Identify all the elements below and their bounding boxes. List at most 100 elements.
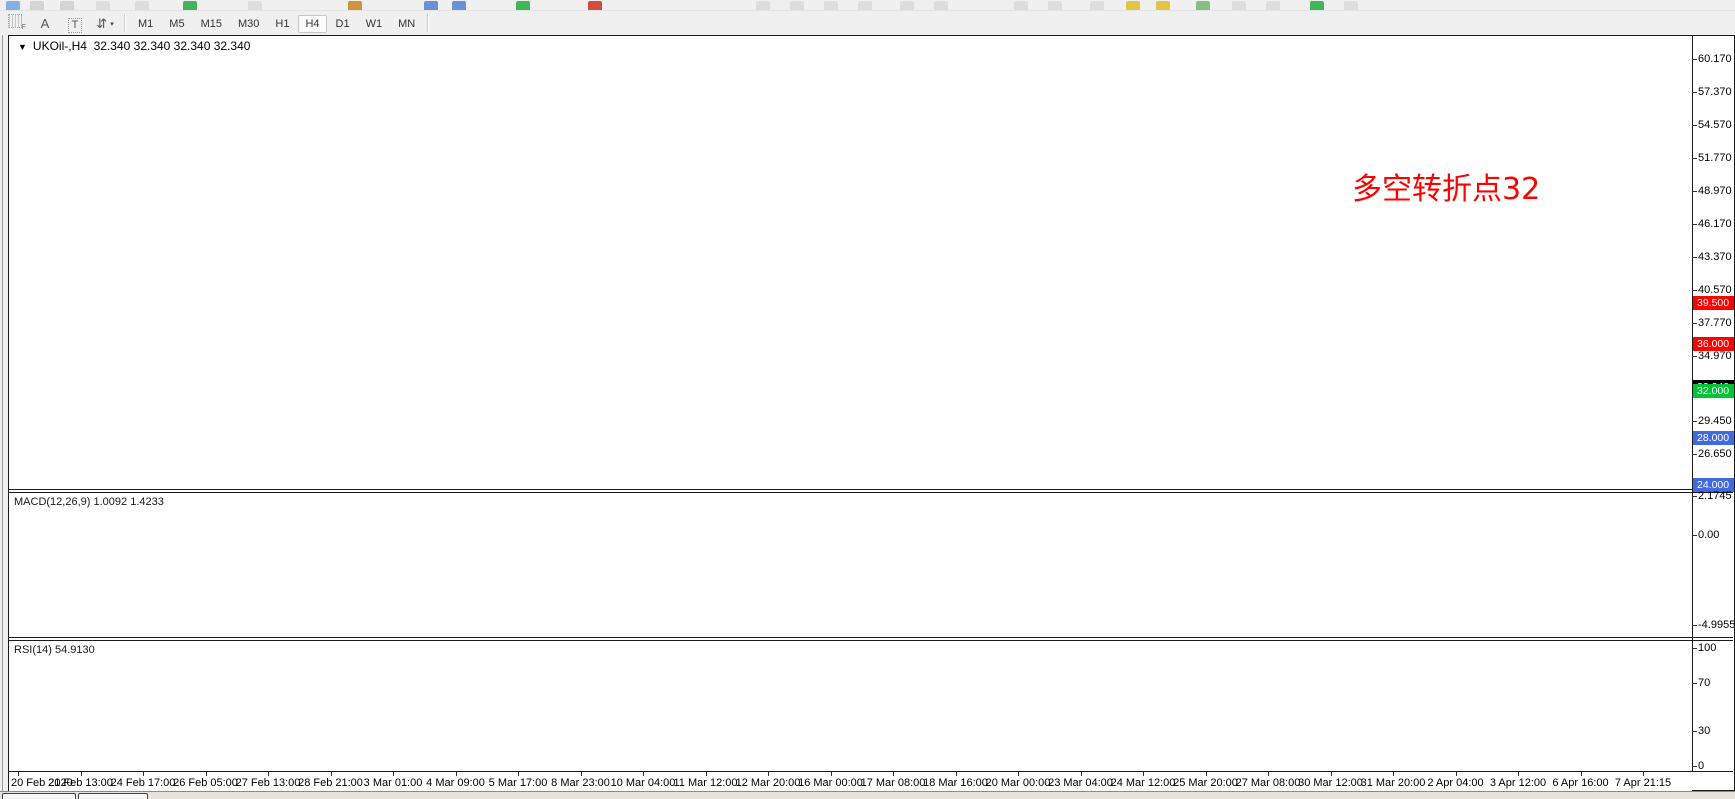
time-tick-label: 24 Mar 12:00 — [1110, 777, 1176, 789]
chart-tab[interactable] — [2, 793, 76, 799]
price-tick-label: 60.170 — [1698, 53, 1732, 65]
toolbar-icon-fragment[interactable] — [858, 1, 872, 10]
toolbar-icon-fragment[interactable] — [900, 1, 914, 10]
time-tick-mark — [518, 772, 519, 776]
toolbar-icon-fragment[interactable] — [756, 1, 770, 10]
toolbar-icon-fragment[interactable] — [1156, 1, 1170, 10]
toolbar-icon-fragment[interactable] — [790, 1, 804, 10]
panel-splitter[interactable] — [9, 640, 1733, 641]
toolbar-icon-fragment[interactable] — [424, 1, 438, 10]
toolbar-row-main: F A T ⇵ ▾ M1 M5 M15 M30 H1 H4 D1 W1 MN — [0, 11, 1735, 35]
tf-button-m5[interactable]: M5 — [169, 17, 185, 30]
tf-button-w1[interactable]: W1 — [365, 17, 383, 30]
toolbar-icon-fragment[interactable] — [60, 1, 74, 10]
time-tick-label: 5 Mar 17:00 — [488, 777, 548, 789]
rsi-tick-mark — [1692, 683, 1697, 685]
toolbar-icon-fragment[interactable] — [96, 1, 110, 10]
time-tick-mark — [1518, 772, 1519, 776]
snap-grid-icon[interactable]: F — [2, 10, 28, 32]
price-tick-label: 37.770 — [1698, 316, 1732, 329]
toolbar-icon-fragment[interactable] — [1048, 1, 1062, 10]
panel-splitter[interactable] — [9, 637, 1733, 638]
time-tick-label: 7 Apr 21:15 — [1614, 777, 1672, 789]
macd-tick-mark — [1692, 624, 1697, 626]
window-edge — [2, 35, 3, 791]
toolbar-icon-fragment[interactable] — [6, 1, 20, 10]
time-tick-mark — [1455, 772, 1457, 776]
time-tick-label: 4 Mar 09:00 — [426, 777, 485, 789]
price-tick-mark — [1692, 322, 1697, 324]
toolbar-icon-fragment[interactable] — [516, 1, 530, 10]
toolbar-icon-fragment[interactable] — [348, 1, 362, 10]
panel-splitter[interactable] — [9, 489, 1733, 490]
toolbar-icon-fragment[interactable] — [934, 1, 948, 10]
time-tick-label: 21 Feb 13:00 — [48, 777, 113, 789]
time-tick-mark — [643, 772, 644, 776]
macd-tick-label: 2.1745 — [1698, 489, 1732, 502]
price-tick-mark — [1692, 190, 1697, 192]
level-price-box: 39.500 — [1693, 295, 1734, 310]
macd-tick-label: 0.00 — [1698, 529, 1720, 541]
rsi-tick-mark — [1692, 730, 1697, 732]
price-tick-label: 54.570 — [1698, 118, 1732, 131]
time-tick-mark — [1580, 772, 1582, 776]
time-tick-label: 12 Mar 20:00 — [735, 777, 801, 789]
time-tick-mark — [205, 772, 207, 776]
time-tick-label: 23 Mar 04:00 — [1048, 777, 1113, 789]
macd-signal-value: 1.4233 — [130, 496, 164, 508]
rsi-tick-mark — [1692, 648, 1697, 649]
toolbar-icon-fragment[interactable] — [1344, 1, 1358, 10]
price-chart-canvas[interactable] — [9, 36, 1692, 771]
time-tick-label: 18 Mar 16:00 — [923, 777, 988, 789]
chart-tabs-bar — [0, 791, 1735, 799]
macd-main-value: 1.0092 — [93, 496, 128, 508]
time-scale[interactable]: 20 Feb 2020 21 Feb 13:00 24 Feb 17:00 26 Fe… — [9, 772, 1692, 791]
drawing-tools-group: F A T ⇵ ▾ — [0, 10, 120, 37]
rsi-tick-mark — [1692, 766, 1697, 767]
price-tick-label: 57.370 — [1698, 85, 1732, 98]
level-price-box: 32.000 — [1693, 384, 1734, 398]
toolbar-icon-fragment[interactable] — [135, 1, 149, 10]
toolbar-icon-fragment[interactable] — [452, 1, 466, 10]
toolbar-icon-fragment[interactable] — [1232, 1, 1246, 10]
toolbar-icon-fragment[interactable] — [1014, 1, 1028, 10]
time-tick-mark — [1143, 772, 1144, 776]
chart-tab[interactable] — [78, 793, 148, 799]
toolbar-icon-fragment[interactable] — [1090, 1, 1104, 10]
tf-button-m1[interactable]: M1 — [138, 17, 154, 30]
tf-button-d1[interactable]: D1 — [335, 17, 350, 30]
tf-button-mn[interactable]: MN — [398, 17, 416, 30]
text-box-icon[interactable]: T — [62, 14, 88, 36]
toolbar-icon-fragment[interactable] — [1196, 1, 1210, 10]
tf-button-m15[interactable]: M15 — [200, 17, 222, 30]
time-tick-label: 8 Mar 23:00 — [551, 777, 610, 789]
level-price-box: 28.000 — [1693, 431, 1734, 446]
toolbar-icon-fragment[interactable] — [183, 1, 197, 10]
tf-button-h1[interactable]: H1 — [275, 17, 290, 30]
macd-tick-mark — [1692, 495, 1697, 497]
tf-button-h4[interactable]: H4 — [298, 14, 327, 33]
price-tick-label: 51.770 — [1698, 151, 1732, 164]
toolbar-icon-fragment[interactable] — [1126, 1, 1140, 10]
toolbar-icon-fragment[interactable] — [1310, 1, 1324, 10]
toolbar-icon-fragment[interactable] — [588, 1, 602, 10]
toolbar-icon-fragment[interactable] — [824, 1, 838, 10]
toolbar-icon-fragment[interactable] — [1266, 1, 1280, 10]
price-tick-label: 26.650 — [1698, 448, 1732, 461]
time-tick-label: 11 Mar 12:00 — [673, 777, 738, 789]
symbol-dropdown-icon[interactable]: ▼ — [18, 42, 27, 52]
toolbar-icon-fragment[interactable] — [248, 1, 262, 10]
time-tick-mark — [455, 772, 457, 776]
time-tick-label: 25 Mar 20:00 — [1173, 777, 1238, 789]
text-label-icon[interactable]: A — [40, 15, 50, 31]
panel-splitter[interactable] — [9, 492, 1733, 493]
tf-button-m30[interactable]: M30 — [237, 17, 260, 30]
rsi-tick-label: 70 — [1698, 677, 1711, 690]
arrow-objects-icon[interactable]: ⇵ ▾ — [96, 15, 114, 31]
rsi-label: RSI(14) 54.9130 — [14, 644, 95, 656]
toolbar-icon-fragment[interactable] — [30, 1, 44, 10]
macd-tick-mark — [1692, 535, 1697, 536]
price-tick-mark — [1692, 256, 1697, 258]
time-tick-label: 28 Feb 21:00 — [298, 777, 363, 789]
chart-symbol-period: UKOil-,H4 — [32, 39, 87, 53]
